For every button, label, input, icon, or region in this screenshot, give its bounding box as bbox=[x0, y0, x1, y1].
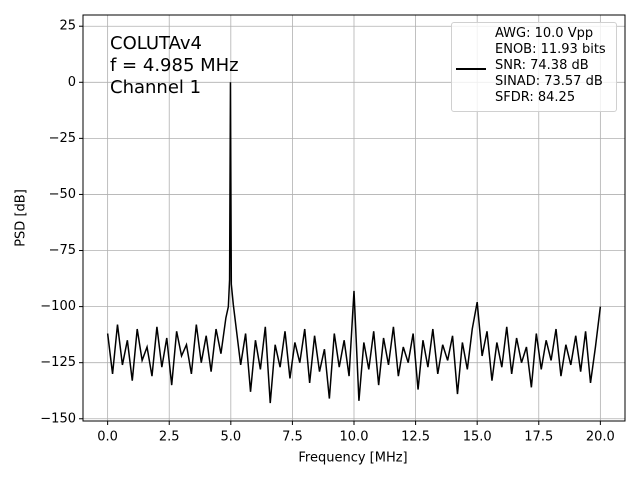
legend-line bbox=[456, 68, 486, 70]
x-axis-label: Frequency [MHz] bbox=[298, 451, 407, 466]
legend-label: AWG: 10.0 Vpp ENOB: 11.93 bits SNR: 74.3… bbox=[495, 26, 606, 105]
plot-frame bbox=[82, 14, 626, 422]
annotation: f = 4.985 MHz bbox=[110, 55, 239, 76]
x-tick-label: 20.0 bbox=[586, 430, 615, 445]
y-tick-label: −75 bbox=[49, 243, 76, 258]
y-tick-label: −150 bbox=[40, 411, 76, 426]
annotation: Channel 1 bbox=[110, 77, 201, 98]
x-tick-label: 2.5 bbox=[159, 430, 180, 445]
x-tick-label: 0.0 bbox=[97, 430, 118, 445]
x-tick-label: 7.5 bbox=[282, 430, 303, 445]
y-axis-label: PSD [dB] bbox=[14, 189, 29, 247]
x-tick-label: 5.0 bbox=[220, 430, 241, 445]
legend: AWG: 10.0 Vpp ENOB: 11.93 bits SNR: 74.3… bbox=[451, 22, 617, 112]
x-tick-label: 17.5 bbox=[524, 430, 553, 445]
y-tick-label: −125 bbox=[40, 355, 76, 370]
y-tick-label: −25 bbox=[49, 131, 76, 146]
y-tick-label: 0 bbox=[68, 75, 76, 90]
y-tick-label: 25 bbox=[59, 19, 76, 34]
x-tick-label: 10.0 bbox=[340, 430, 369, 445]
x-tick-label: 15.0 bbox=[463, 430, 492, 445]
psd-line bbox=[106, 82, 602, 404]
annotation: COLUTAv4 bbox=[110, 33, 202, 54]
y-tick-label: −50 bbox=[49, 187, 76, 202]
y-tick-label: −100 bbox=[40, 299, 76, 314]
x-tick-label: 12.5 bbox=[401, 430, 430, 445]
